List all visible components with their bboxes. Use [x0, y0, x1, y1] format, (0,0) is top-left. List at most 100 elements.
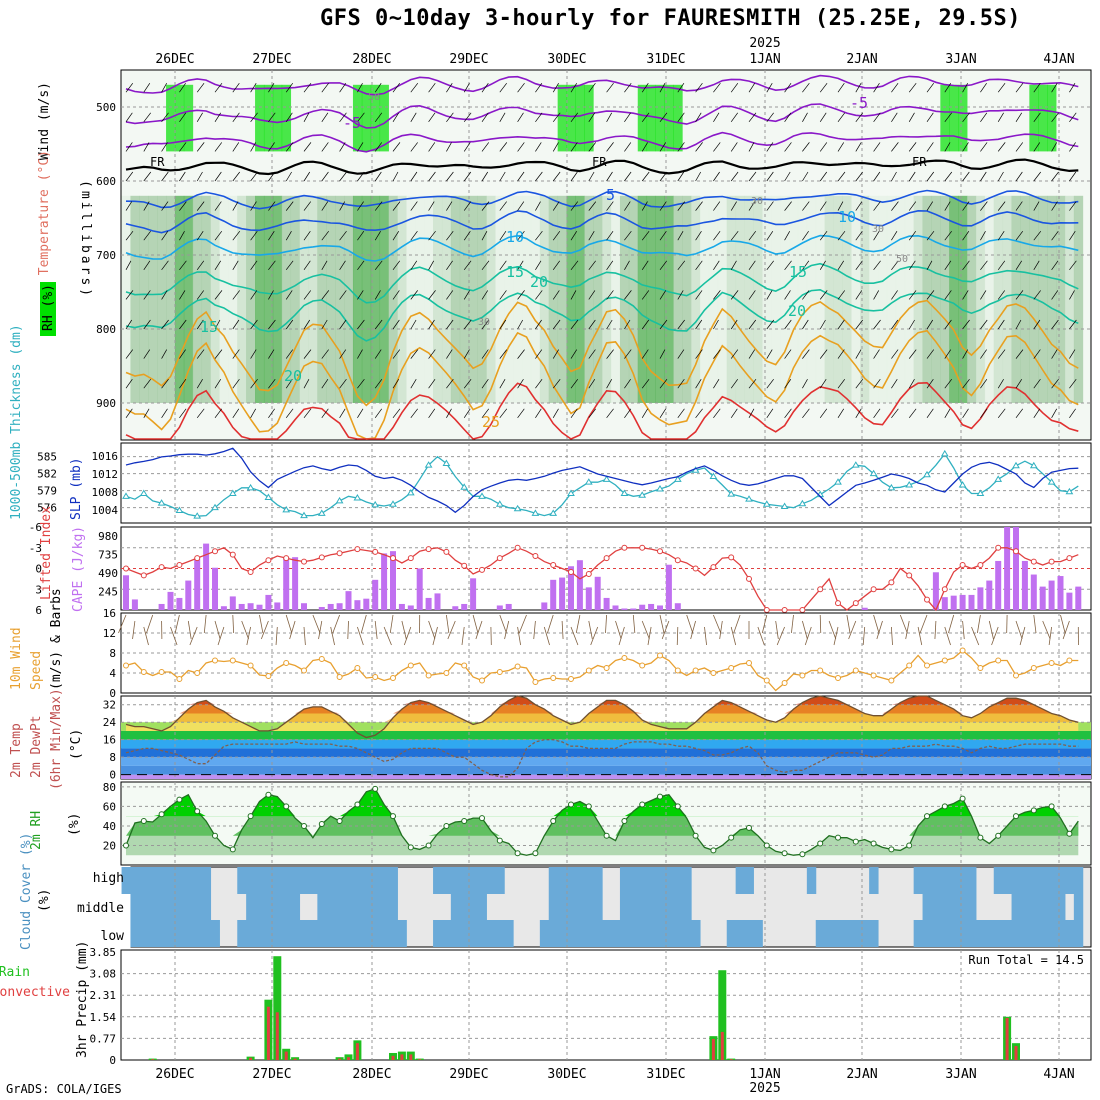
- barb-104-480: [1051, 83, 1058, 93]
- wind-barb-92: [944, 626, 951, 646]
- barb-42-640: [499, 201, 507, 211]
- cloud-cell-0-107: [1073, 867, 1084, 894]
- precip-conv-bar-99: [1005, 1017, 1009, 1060]
- thickness-point-28: [371, 500, 380, 508]
- barb-0-840: [125, 349, 134, 359]
- cloud-cell-0-24: [335, 867, 345, 894]
- cloud-cell-2-53: [593, 920, 603, 947]
- thickness-point-76: [798, 499, 807, 507]
- wind-barb-58: [641, 620, 650, 640]
- cloud-cell-2-99: [1002, 920, 1013, 947]
- lifted-point-58: [639, 544, 646, 551]
- cloud-cell-2-103: [1038, 920, 1048, 947]
- barb-106-760: [1069, 290, 1075, 300]
- thickness-point-4: [157, 499, 166, 506]
- wind-barb-83: [862, 626, 866, 646]
- barb-14-880: [250, 378, 258, 389]
- rh-point-86: [888, 846, 895, 853]
- barb-72-720: [766, 260, 774, 271]
- barb-32-760: [410, 290, 418, 300]
- barb-44-680: [517, 230, 525, 241]
- wind-barb-95: [971, 626, 980, 646]
- wind-barb-61: [661, 620, 670, 640]
- cloud-cell-2-49: [557, 920, 568, 947]
- barb-66-640: [713, 201, 721, 211]
- barb-84-600: [873, 171, 881, 182]
- barb-46-680: [535, 230, 543, 241]
- cloud-cell-1-102: [1029, 894, 1039, 920]
- year-bottom: 2025: [749, 1081, 780, 1096]
- barb-6-720: [179, 260, 187, 271]
- thickness-point-50: [567, 489, 575, 496]
- rh-fill-col-25: [344, 195, 354, 403]
- barb-16-680: [268, 231, 275, 241]
- lifted-point-64: [692, 565, 699, 572]
- barb-38-760: [463, 290, 470, 300]
- wind-speed-point-38: [461, 662, 468, 669]
- barb-98-800: [997, 319, 1005, 330]
- cape-bar-49: [559, 577, 566, 610]
- cape-bar-1: [131, 599, 138, 610]
- barb-70-680: [748, 230, 757, 241]
- barb-26-560: [357, 142, 364, 152]
- rh-fill-col-59: [646, 195, 656, 403]
- barb-104-520: [1051, 112, 1059, 123]
- rh-bright-col-6: [174, 84, 185, 152]
- barb-18-880: [285, 379, 293, 389]
- lifted-point-6: [176, 562, 183, 569]
- barb-38-800: [463, 319, 472, 330]
- barb-38-600: [463, 171, 472, 182]
- wind-barb-51: [575, 614, 581, 634]
- rh-bright-col-102: [1029, 84, 1039, 152]
- cloud-cell-2-79: [824, 920, 835, 947]
- lifted-tick-0: -6: [29, 521, 42, 534]
- wind-barb-14: [246, 626, 251, 646]
- barb-64-800: [695, 319, 703, 330]
- barb-16-480: [268, 83, 275, 93]
- cloud-cell-2-100: [1011, 920, 1021, 947]
- barb-92-560: [944, 142, 951, 152]
- barb-26-840: [357, 349, 363, 359]
- cape-bar-99: [1004, 527, 1011, 610]
- wind-barb-15: [259, 614, 264, 634]
- wind-barb-57: [632, 614, 636, 634]
- barb-32-800: [410, 319, 417, 330]
- upper-air-ylabel: (millibars): [78, 180, 93, 299]
- wind-barb-69: [733, 614, 741, 634]
- precip-conv-bar-18: [284, 1051, 288, 1060]
- cloud-cell-2-23: [326, 920, 336, 947]
- barb-20-840: [303, 349, 312, 359]
- precip-conv-bar-32: [409, 1054, 413, 1060]
- lifted-point-60: [657, 548, 663, 555]
- barb-68-600: [730, 171, 739, 182]
- cloud-cell-0-13: [237, 867, 247, 894]
- thickness-point-30: [389, 500, 397, 507]
- barb-8-720: [196, 260, 205, 271]
- barb-14-480: [250, 83, 257, 93]
- isotherm-0: [125, 74, 1079, 96]
- cloud-cell-2-8: [192, 920, 203, 947]
- rh-point-22: [318, 820, 325, 827]
- date-bottom-28DEC: 28DEC: [352, 1067, 391, 1082]
- barb-16-840: [268, 349, 275, 359]
- wind-barb-64: [690, 620, 696, 640]
- slp-line: [125, 447, 1079, 514]
- barb-94-920: [962, 408, 969, 418]
- barb-42-800: [499, 319, 507, 330]
- precip-series: 3.853.082.311.540.770: [90, 946, 1091, 1067]
- cloud-cell-0-8: [192, 867, 203, 894]
- barb-104-800: [1051, 319, 1059, 330]
- cape-bar-95: [968, 594, 975, 610]
- barb-72-840: [766, 349, 773, 359]
- barb-28-880: [374, 378, 383, 389]
- barb-88-800: [908, 319, 915, 330]
- footer-credit: GrADS: COLA/IGES: [6, 1082, 122, 1096]
- barb-8-600: [196, 171, 203, 182]
- slp-tick-1012: 1012: [92, 468, 119, 481]
- barb-12-560: [232, 142, 240, 152]
- barb-16-720: [268, 260, 276, 271]
- barb-46-560: [535, 142, 542, 152]
- cloud-cell-2-91: [931, 920, 941, 947]
- barb-100-480: [1015, 82, 1024, 93]
- barb-16-600: [268, 171, 276, 182]
